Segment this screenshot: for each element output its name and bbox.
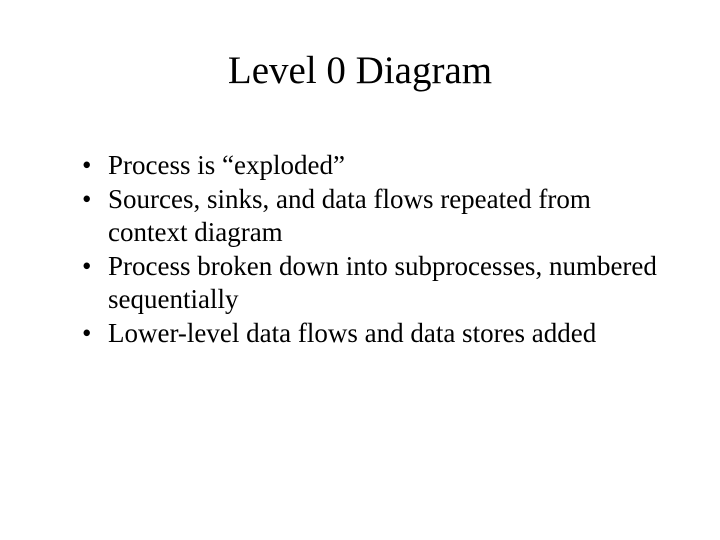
list-item: Sources, sinks, and data flows repeated … (82, 183, 660, 249)
list-item: Process is “exploded” (82, 149, 660, 182)
list-item: Process broken down into subprocesses, n… (82, 250, 660, 316)
slide: Level 0 Diagram Process is “exploded” So… (0, 0, 720, 540)
slide-title: Level 0 Diagram (60, 48, 660, 93)
list-item: Lower-level data flows and data stores a… (82, 317, 660, 350)
bullet-list: Process is “exploded” Sources, sinks, an… (60, 149, 660, 350)
